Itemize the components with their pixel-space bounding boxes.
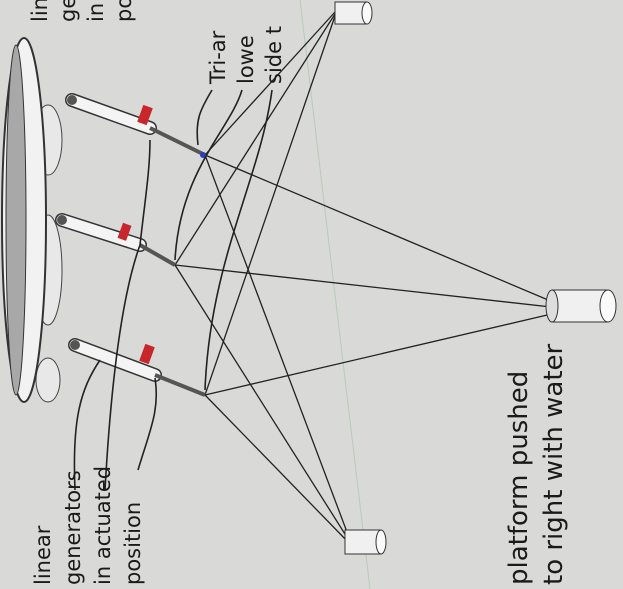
anchor [335,2,372,24]
label-line: Tri-ar [206,30,230,85]
label-line: side t [262,26,286,84]
label-line: lowe [234,35,258,84]
label-line: platform pushed [504,371,534,585]
page: {"labels": { "top_left": {"lines": ["lin… [0,0,623,589]
label-line: in actuated [91,466,115,585]
anchor [345,530,386,554]
label-line: position [121,502,145,585]
label-line: to right with water [539,343,569,585]
label-line: ge [56,0,80,22]
diagram: lin ge in po Tri-ar lowe side t linear g… [0,0,623,589]
anchor [546,290,616,322]
label-line: generators [61,470,85,585]
label-line: po [112,0,136,22]
label-line: linear [31,525,55,585]
label-line: in [84,3,108,22]
label-line: lin [28,0,52,22]
